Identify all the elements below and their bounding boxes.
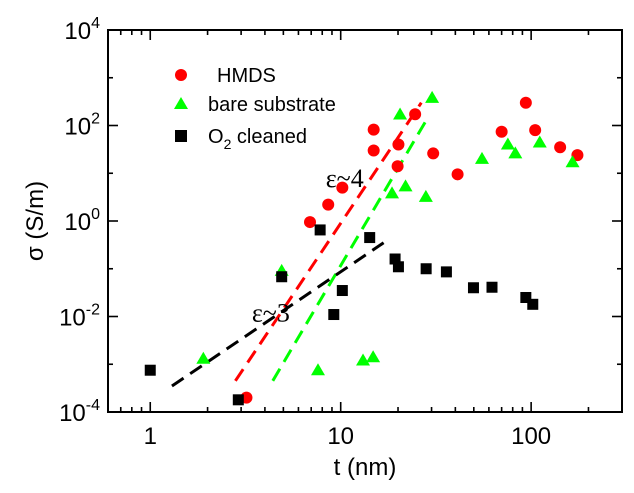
legend-label-bare: bare substrate [208,94,336,116]
data-point-hmds [304,216,317,229]
y-tick-label-exponent: 4 [91,15,100,32]
data-point-o2-cleaned [392,261,404,273]
y-tick-label-base: 10 [64,114,91,141]
data-point-hmds [519,96,532,109]
y-tick-label-base: 10 [64,18,91,45]
y-tick-label: 100 [64,206,100,236]
data-point-bare-substrate [393,107,408,120]
data-point-hmds [495,125,508,138]
data-point-bare-substrate [385,186,400,199]
data-point-hmds [529,124,542,137]
y-tick-label-exponent: 0 [91,206,100,223]
data-point-o2-cleaned [364,232,376,244]
data-point-hmds [409,108,422,121]
legend-marker-o2 [175,130,187,142]
data-point-o2-cleaned [314,224,326,236]
data-point-bare-substrate [425,90,440,103]
data-point-hmds [367,144,380,157]
data-point-bare-substrate [532,135,547,148]
data-point-o2-cleaned [336,285,348,297]
annotation-epsilon: ε~4 [326,164,364,193]
data-point-o2-cleaned [467,282,479,294]
y-tick-label-base: 10 [64,209,91,236]
x-tick-label: 100 [511,423,551,450]
y-axis-title: σ (S/m) [22,181,49,261]
data-point-bare-substrate [418,189,433,202]
legend-label-o2-rest: cleaned [231,126,307,148]
data-point-hmds [392,138,405,151]
data-point-o2-cleaned [232,394,244,406]
data-point-o2-cleaned [328,309,340,321]
data-point-hmds [367,123,380,136]
data-points [144,90,584,406]
data-point-hmds [336,181,349,194]
data-point-o2-cleaned [440,266,452,278]
data-point-o2-cleaned [420,263,432,275]
data-point-o2-cleaned [276,271,288,283]
y-tick-label: 10-2 [59,302,100,332]
data-point-o2-cleaned [486,281,498,293]
data-point-bare-substrate [500,137,515,150]
data-point-o2-cleaned [520,291,532,303]
legend-marker-hmds [175,69,187,81]
y-tick-label-base: 10 [59,400,86,427]
data-point-hmds [554,141,567,154]
data-point-bare-substrate [508,146,523,159]
y-tick-label-exponent: -2 [86,302,100,319]
annotations: ε~4 ε~3 [252,164,364,328]
data-point-hmds [571,149,584,162]
y-tick-label-exponent: 2 [91,111,100,128]
fit-line [271,117,429,382]
legend-label-hmds: HMDS [217,65,276,87]
annotation-epsilon: ε~3 [252,299,290,328]
data-point-bare-substrate [196,351,211,364]
data-point-bare-substrate [310,363,325,376]
legend-label-o2: O2 cleaned [208,126,307,152]
data-point-bare-substrate [398,179,413,192]
data-point-hmds [427,147,440,160]
legend-label-o2-main: O [208,126,224,148]
y-tick-label: 102 [64,111,100,141]
x-tick-label: 1 [144,423,157,450]
y-tick-label: 104 [64,15,100,45]
x-axis-title: t (nm) [334,454,397,481]
data-point-hmds [391,160,404,173]
legend-marker-bare [174,97,188,109]
plot-frame [107,29,623,413]
data-point-hmds [322,198,335,211]
data-point-hmds [451,168,464,181]
legend-label-o2-sub: 2 [224,136,232,152]
data-point-bare-substrate [356,353,371,366]
data-point-o2-cleaned [527,298,539,310]
data-point-o2-cleaned [144,364,156,376]
y-tick-label-base: 10 [59,305,86,332]
y-tick-label-exponent: -4 [86,397,100,414]
y-tick-label: 10-4 [59,397,100,427]
data-point-o2-cleaned [389,253,401,265]
x-tick-label: 10 [327,423,354,450]
data-point-bare-substrate [474,151,489,164]
legend: HMDS bare substrate O2 cleaned [174,65,336,152]
data-point-bare-substrate [366,350,381,363]
data-point-bare-substrate [565,155,580,168]
fit-line [234,101,423,382]
